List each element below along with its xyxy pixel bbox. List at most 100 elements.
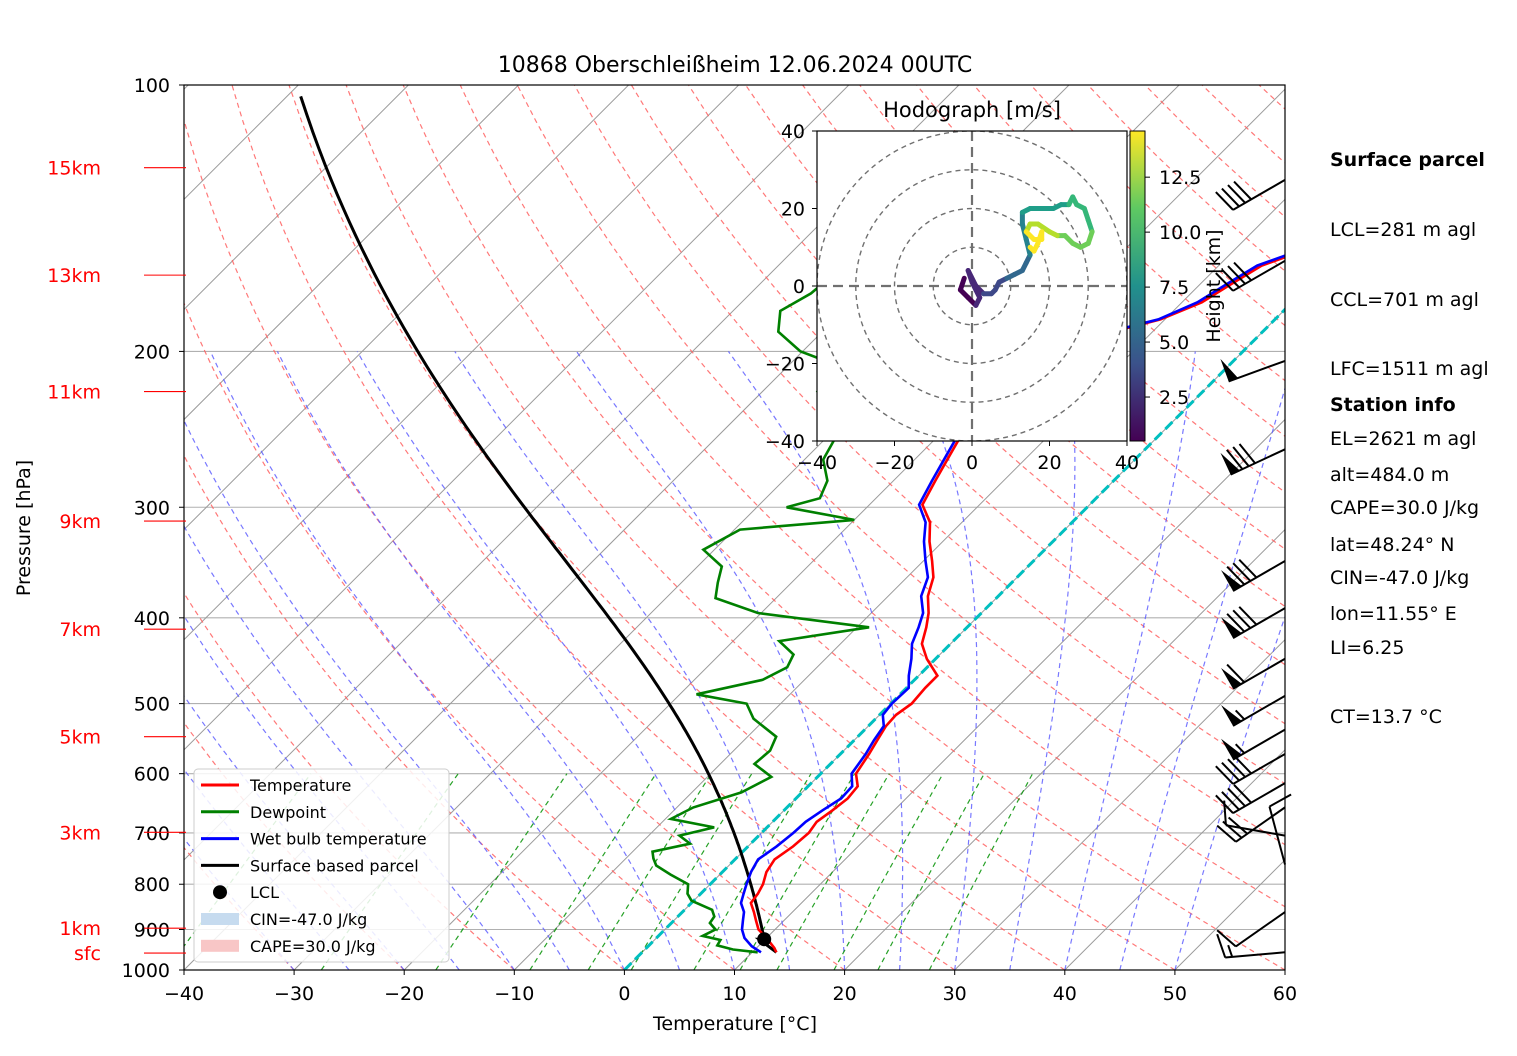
legend-label: CAPE=30.0 J/kg	[250, 937, 376, 956]
surface-parcel-line: LCL=281 m agl	[1330, 219, 1477, 242]
surface-parcel-line: LI=6.25	[1330, 636, 1405, 659]
dry-adiabat	[402, 85, 1285, 970]
wind-barb	[1221, 694, 1286, 727]
mixing-ratio-line	[877, 773, 985, 970]
x-tick-label: −40	[164, 983, 204, 1005]
moist-adiabat	[356, 351, 736, 970]
station-info-line: lon=11.55° E	[1330, 603, 1457, 626]
x-axis-label: Temperature [°C]	[652, 1013, 817, 1035]
height-label: 1km	[59, 918, 101, 940]
wind-barb	[1216, 806, 1286, 843]
isotherm-line	[1064, 749, 1285, 970]
legend-item: Temperature	[201, 776, 351, 795]
wind-barb	[1216, 911, 1286, 948]
surface-parcel-line: CT=13.7 °C	[1330, 706, 1442, 729]
colorbar-tick-label: 7.5	[1159, 277, 1189, 299]
isotherm-line	[184, 85, 629, 531]
dry-adiabat	[1487, 85, 1517, 970]
isotherm-line	[844, 528, 1285, 970]
height-label: sfc	[74, 943, 101, 965]
wind-barb	[1220, 358, 1286, 383]
colorbar-tick-label: 5.0	[1159, 332, 1189, 354]
dry-adiabat	[184, 454, 625, 970]
height-label: 9km	[59, 511, 101, 533]
dry-adiabat	[516, 85, 1285, 846]
hodograph-x-tick: −20	[874, 452, 914, 474]
mixing-ratio-line	[529, 773, 657, 970]
legend-swatch	[213, 885, 227, 900]
height-label: 13km	[47, 265, 101, 287]
moist-adiabat	[209, 351, 625, 970]
y-tick-label: 700	[134, 823, 170, 845]
dewpoint-line	[651, 154, 1009, 954]
dry-adiabat	[231, 85, 956, 970]
y-tick-label: 600	[134, 764, 170, 786]
lcl-marker	[757, 932, 772, 947]
dry-adiabat	[573, 85, 1285, 785]
wind-barb	[1215, 753, 1286, 785]
isotherm-line	[184, 85, 850, 751]
legend: Temperature Dewpoint Wet bulb temperature S…	[193, 768, 450, 963]
moist-adiabat	[1009, 351, 1076, 970]
hodograph-x-tick: −40	[797, 452, 837, 474]
x-tick-label: −20	[384, 983, 424, 1005]
hodograph-x-tick: 40	[1115, 452, 1139, 474]
x-tick-label: −10	[494, 983, 534, 1005]
hodograph-segment	[1027, 244, 1037, 254]
mixing-ratio-line	[693, 773, 812, 970]
mixing-ratio-line	[833, 773, 944, 970]
dry-adiabat	[345, 85, 1176, 970]
dry-adiabat	[184, 117, 845, 970]
moist-adiabat	[1119, 386, 1285, 970]
wind-barb	[1221, 606, 1286, 639]
y-tick-label: 500	[134, 694, 170, 716]
isotherm-line	[954, 638, 1285, 970]
legend-label: Dewpoint	[250, 803, 326, 822]
surface-parcel-panel: Surface parcel LCL=281 m agl CCL=701 m a…	[1330, 103, 1489, 753]
isotherm-line	[184, 85, 519, 421]
parcel-line	[299, 95, 778, 954]
hodograph-segment	[965, 268, 979, 289]
height-label: 7km	[59, 619, 101, 641]
x-tick-label: 60	[1273, 983, 1297, 1005]
legend-item: CIN=-47.0 J/kg	[201, 910, 367, 929]
hodograph-colorbar	[1129, 130, 1146, 442]
hodograph-y-tick: 0	[793, 276, 805, 298]
mixing-ratio-line	[435, 773, 568, 970]
y-tick-label: 200	[134, 341, 170, 363]
legend-label: CIN=-47.0 J/kg	[250, 910, 367, 929]
legend-label: LCL	[250, 883, 279, 902]
legend-item: Surface based parcel	[201, 856, 419, 875]
dry-adiabat	[184, 721, 405, 970]
mixing-ratio-line	[587, 773, 712, 970]
colorbar-label: Height [km]	[1203, 229, 1225, 342]
dry-adiabat	[288, 85, 1066, 970]
colorbar-tick-label: 2.5	[1159, 387, 1189, 409]
isotherm-line	[734, 418, 1285, 970]
moist-adiabat	[1064, 351, 1196, 970]
hodograph-x-tick: 20	[1037, 452, 1061, 474]
surface-parcel-line: LFC=1511 m agl	[1330, 358, 1489, 381]
legend-label: Surface based parcel	[250, 856, 419, 875]
colorbar-tick-label: 12.5	[1159, 167, 1201, 189]
hodograph-x-tick: 0	[966, 452, 978, 474]
legend-item: CAPE=30.0 J/kg	[201, 937, 376, 956]
wind-barb	[1221, 558, 1286, 592]
surface-parcel-line: CCL=701 m agl	[1330, 288, 1479, 311]
chart-title: 10868 Oberschleißheim 12.06.2024 00UTC	[498, 53, 973, 78]
height-label: 11km	[47, 382, 101, 404]
dry-adiabat	[459, 85, 1285, 908]
surface-parcel-line: CIN=-47.0 J/kg	[1330, 567, 1470, 590]
colorbar-tick-label: 10.0	[1159, 222, 1201, 244]
mixing-ratio-line	[928, 773, 1034, 970]
surface-parcel-title: Surface parcel	[1330, 149, 1485, 172]
station-info-line: alt=484.0 m	[1330, 464, 1450, 487]
legend-item: Wet bulb temperature	[201, 830, 427, 849]
y-tick-label: 400	[134, 608, 170, 630]
height-label: 15km	[47, 158, 101, 180]
height-label: 3km	[59, 822, 101, 844]
y-tick-label: 100	[134, 75, 170, 97]
surface-parcel-line: EL=2621 m agl	[1330, 427, 1477, 450]
wind-barb	[1221, 728, 1286, 761]
